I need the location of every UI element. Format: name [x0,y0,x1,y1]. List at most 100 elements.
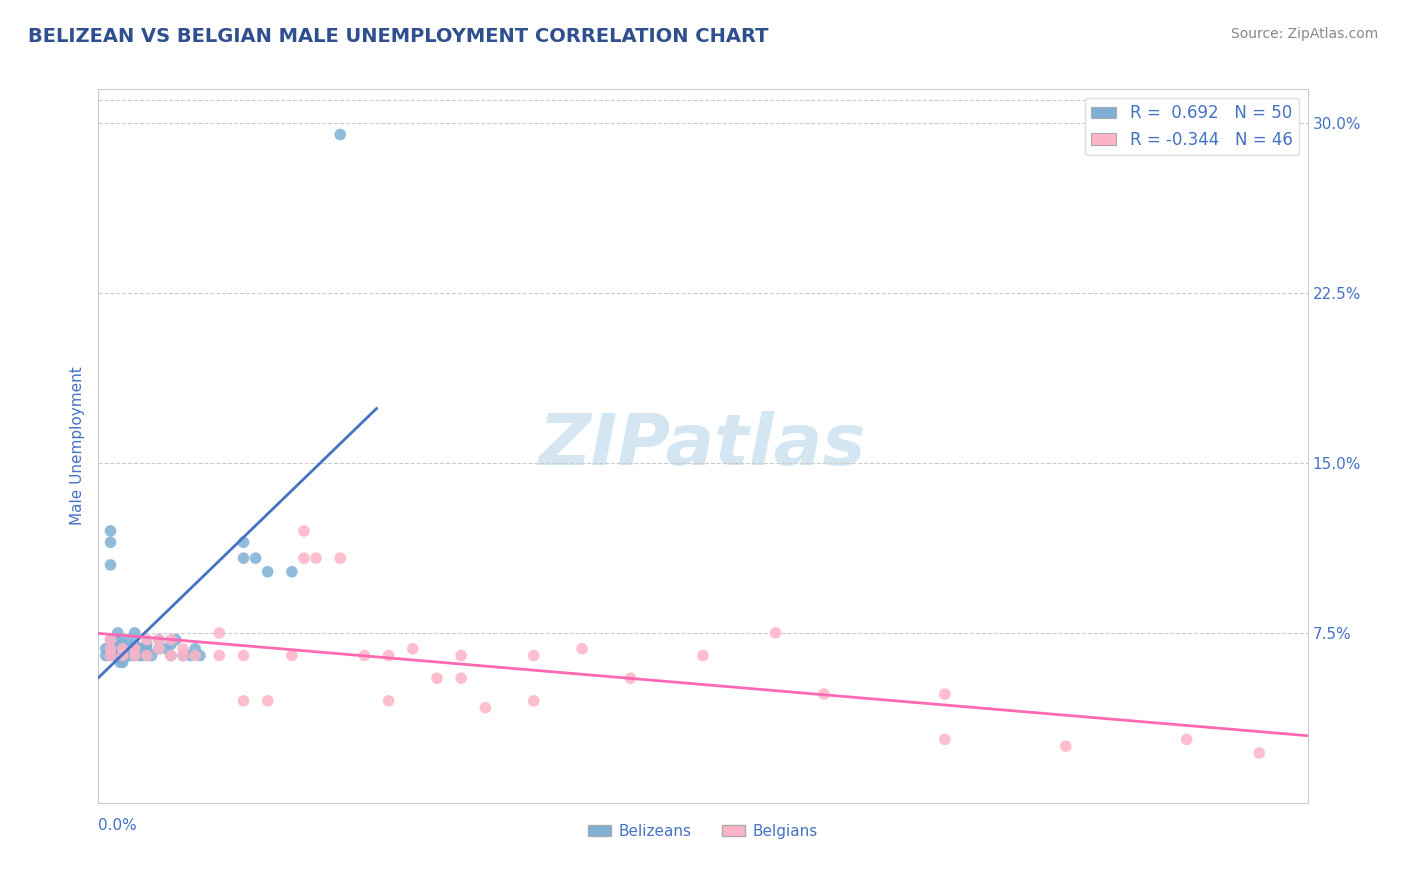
Point [160,637,183,651]
Point [172,641,194,656]
Point [208,626,231,640]
Point [117,648,139,663]
Point [118,641,141,656]
Point [523,648,546,663]
Point [571,641,593,656]
Text: 0.0%: 0.0% [98,819,138,833]
Point [100,558,122,572]
Point [135,637,157,651]
Point [292,524,315,538]
Point [450,671,472,685]
Point [232,648,254,663]
Point [100,632,122,647]
Point [118,648,141,663]
Point [94,641,117,656]
Point [232,551,254,566]
Point [135,641,157,656]
Point [100,641,122,656]
Point [1175,732,1198,747]
Point [155,641,177,656]
Point [232,535,254,549]
Point [100,641,122,656]
Point [124,626,146,640]
Point [353,648,375,663]
Text: ZIPatlas: ZIPatlas [540,411,866,481]
Point [160,648,183,663]
Text: Source: ZipAtlas.com: Source: ZipAtlas.com [1230,27,1378,41]
Point [124,641,146,656]
Point [208,648,231,663]
Point [128,648,150,663]
Point [188,648,211,663]
Point [1249,746,1271,760]
Point [124,637,146,651]
Point [1054,739,1077,754]
Point [172,648,194,663]
Point [765,626,787,640]
Point [107,626,129,640]
Point [111,641,134,656]
Point [377,648,399,663]
Point [329,551,352,566]
Point [256,694,278,708]
Point [111,656,134,670]
Point [450,648,472,663]
Legend: Belizeans, Belgians: Belizeans, Belgians [582,818,824,845]
Point [377,694,399,708]
Point [108,656,131,670]
Point [148,641,170,656]
Point [426,671,449,685]
Point [131,648,153,663]
Text: BELIZEAN VS BELGIAN MALE UNEMPLOYMENT CORRELATION CHART: BELIZEAN VS BELGIAN MALE UNEMPLOYMENT CO… [28,27,769,45]
Point [141,648,163,663]
Point [100,648,122,663]
Point [179,648,201,663]
Point [135,648,157,663]
Point [184,648,207,663]
Point [148,632,170,647]
Point [292,551,315,566]
Point [128,641,150,656]
Point [107,632,129,647]
Point [124,648,146,663]
Point [474,700,496,714]
Point [619,671,641,685]
Point [256,565,278,579]
Point [281,648,304,663]
Point [184,641,207,656]
Point [117,641,139,656]
Point [281,565,304,579]
Point [104,641,127,656]
Point [148,641,170,656]
Point [523,694,546,708]
Point [813,687,835,701]
Point [245,551,267,566]
Point [108,648,131,663]
Point [135,632,157,647]
Point [135,648,157,663]
Point [100,535,122,549]
Point [232,694,254,708]
Point [402,641,425,656]
Point [934,732,956,747]
Point [148,632,170,647]
Point [934,687,956,701]
Point [107,641,129,656]
Point [94,648,117,663]
Point [692,648,714,663]
Point [100,648,122,663]
Point [165,632,187,647]
Point [117,632,139,647]
Point [104,648,127,663]
Y-axis label: Male Unemployment: Male Unemployment [69,367,84,525]
Point [160,632,183,647]
Point [124,648,146,663]
Point [100,632,122,647]
Point [111,648,134,663]
Point [111,637,134,651]
Point [305,551,328,566]
Point [131,641,153,656]
Point [100,524,122,538]
Point [172,648,194,663]
Point [111,648,134,663]
